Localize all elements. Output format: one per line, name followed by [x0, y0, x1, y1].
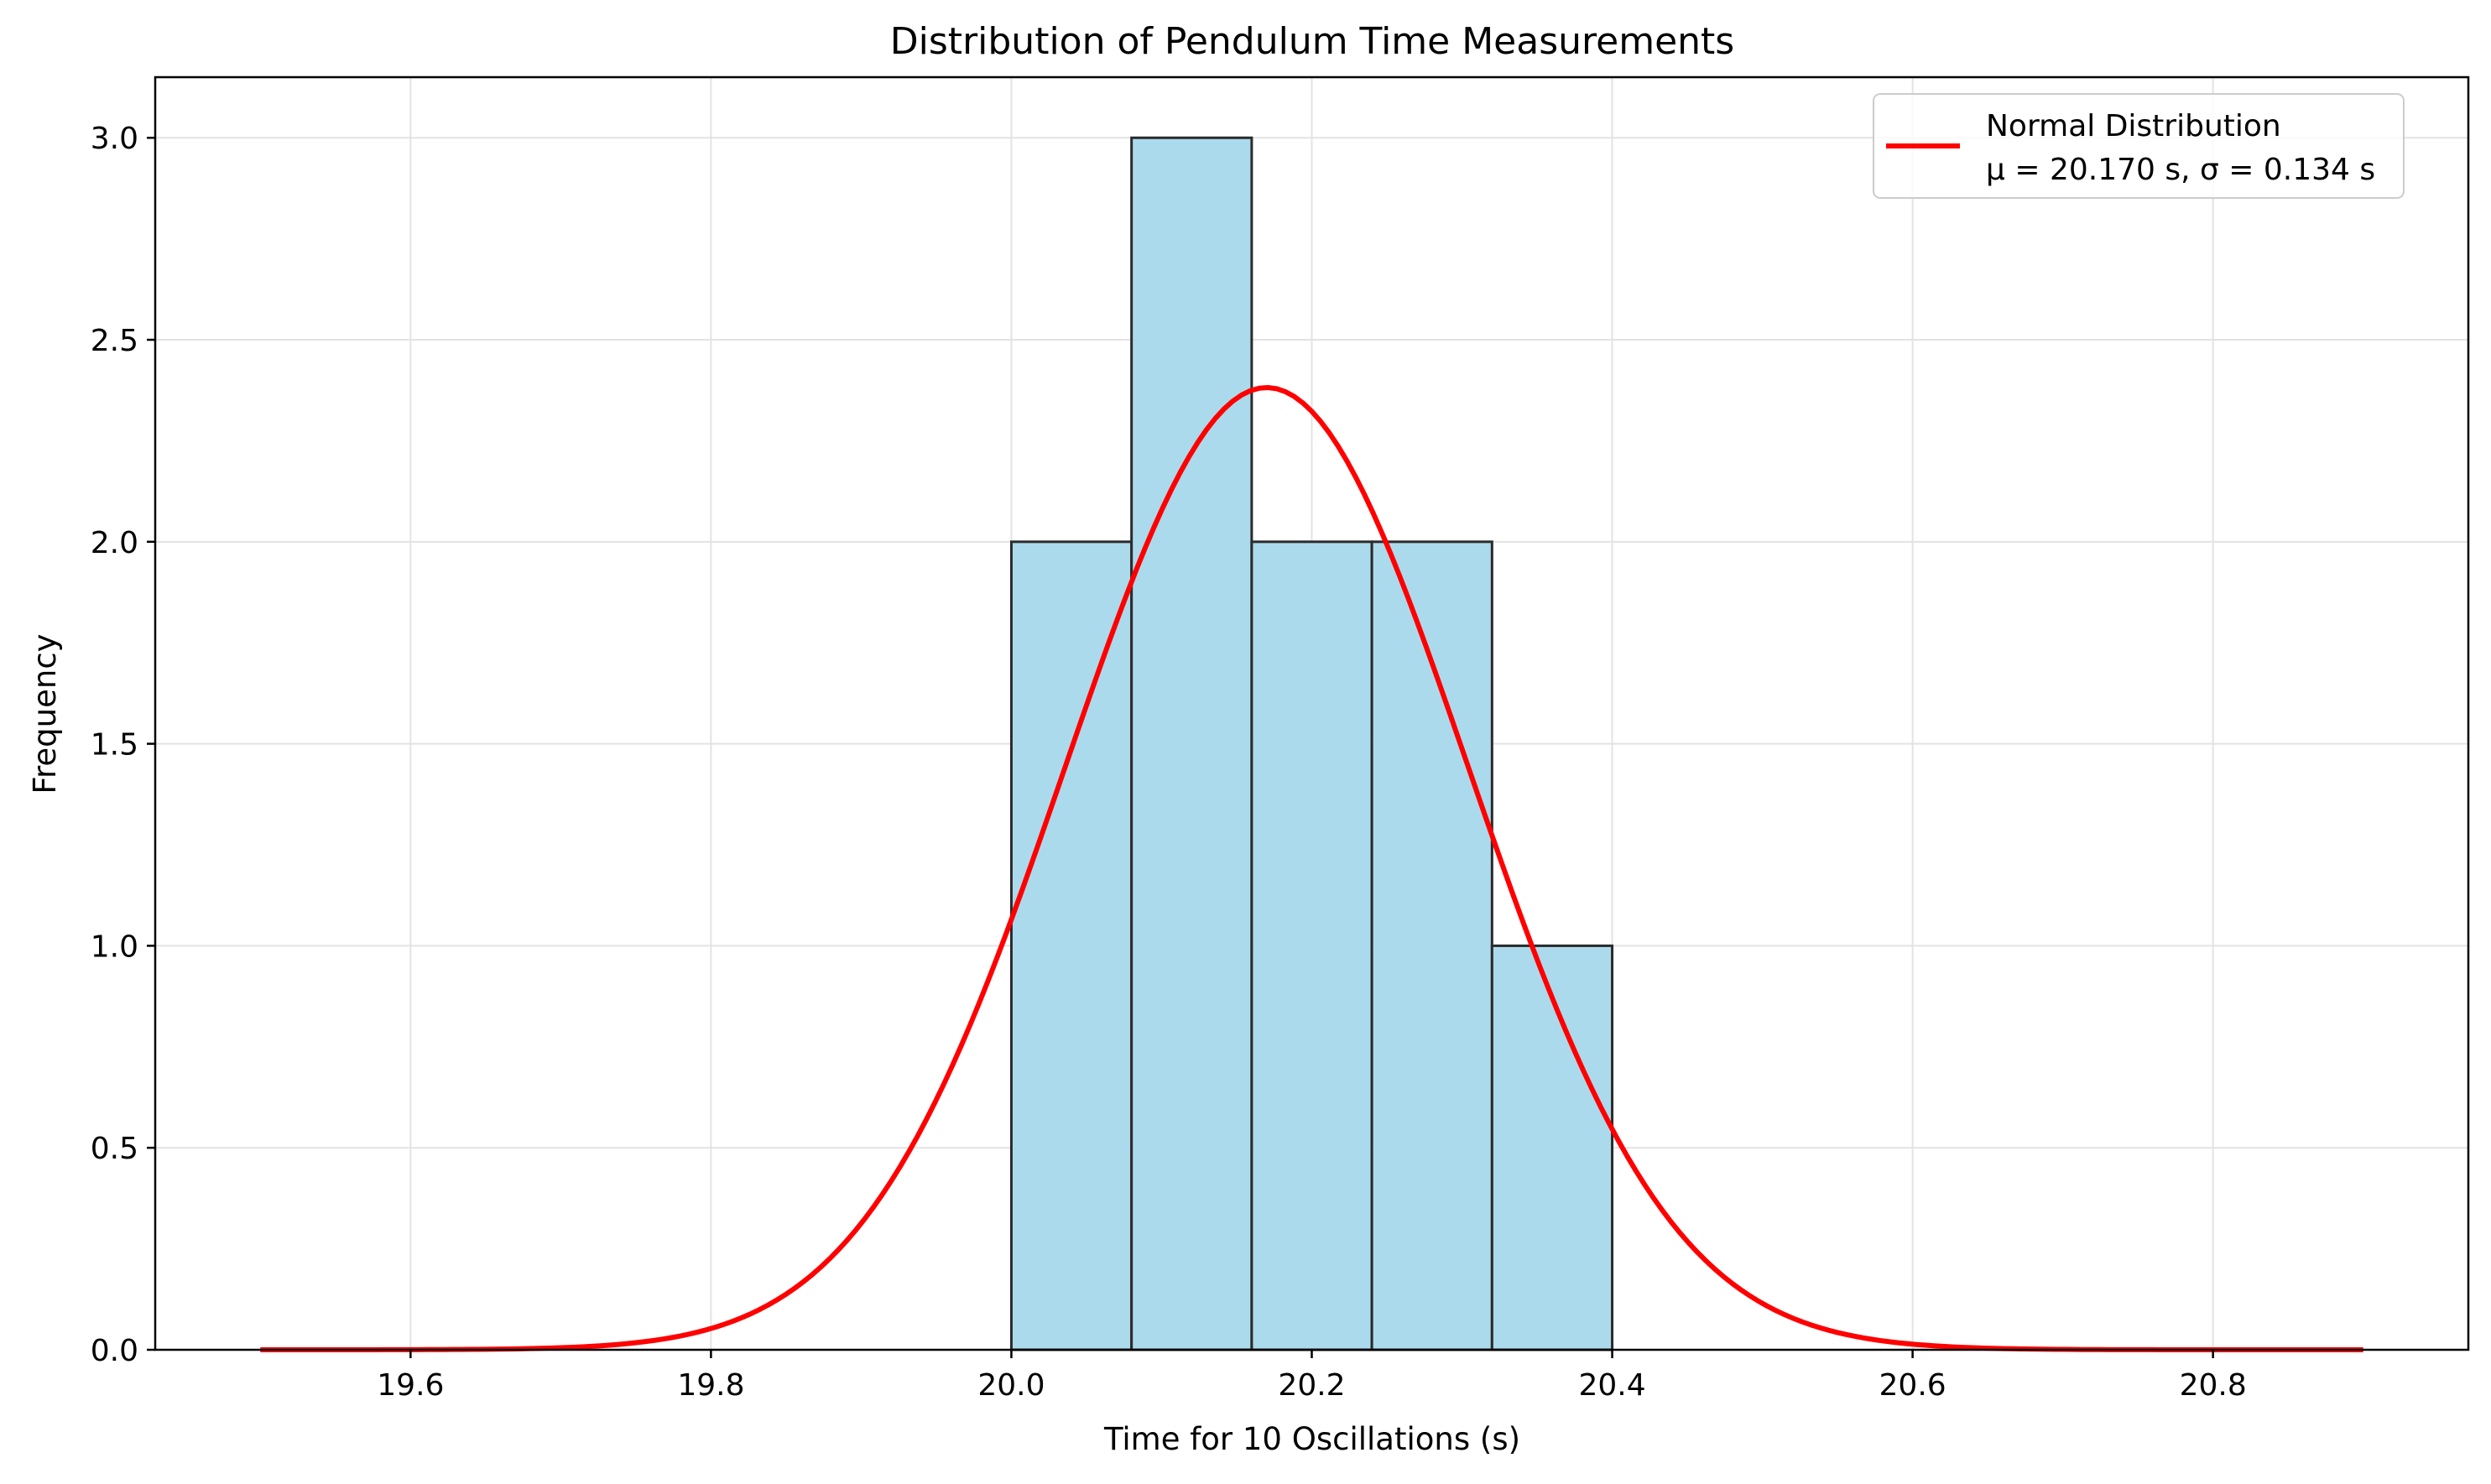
x-tick-label-5: 20.6	[1879, 1368, 1946, 1403]
y-axis-label: Frequency	[27, 633, 63, 794]
histogram-bar-1	[1130, 136, 1253, 1351]
y-tick-label-5: 2.5	[91, 324, 138, 358]
y-tick-label-2: 1.0	[91, 929, 138, 964]
y-tick-label-6: 3.0	[91, 122, 138, 156]
histogram-bar-2	[1250, 540, 1373, 1351]
y-tick-label-3: 1.5	[91, 728, 138, 763]
x-tick-label-1: 19.8	[677, 1368, 744, 1403]
x-axis-ticks: 19.6 19.8 20.0 20.2 20.4 20.6 20.8	[377, 1350, 2247, 1403]
x-tick-label-4: 20.4	[1578, 1368, 1645, 1403]
y-tick-label-0: 0.0	[91, 1334, 138, 1368]
x-tick-label-3: 20.2	[1278, 1368, 1345, 1403]
y-tick-label-1: 0.5	[91, 1132, 138, 1166]
x-tick-label-6: 20.8	[2180, 1368, 2247, 1403]
x-axis-label: Time for 10 Oscillations (s)	[1103, 1421, 1520, 1457]
histogram-bar-0	[1009, 540, 1133, 1351]
histogram-bar-4	[1490, 944, 1614, 1351]
y-tick-label-4: 2.0	[91, 526, 138, 560]
x-tick-label-0: 19.6	[377, 1368, 444, 1403]
legend-box	[1873, 93, 2405, 199]
legend-entry-params: μ = 20.170 s, σ = 0.134 s	[1986, 153, 2375, 187]
x-tick-label-2: 20.0	[977, 1368, 1045, 1403]
legend-entry-name: Normal Distribution	[1986, 109, 2281, 143]
chart-title: Distribution of Pendulum Time Measuremen…	[890, 20, 1734, 63]
legend: Normal Distribution μ = 20.170 s, σ = 0.…	[1873, 93, 2405, 199]
histogram-bars	[1009, 136, 1614, 1351]
y-axis-ticks: 0.0 0.5 1.0 1.5 2.0 2.5 3.0	[91, 122, 155, 1368]
